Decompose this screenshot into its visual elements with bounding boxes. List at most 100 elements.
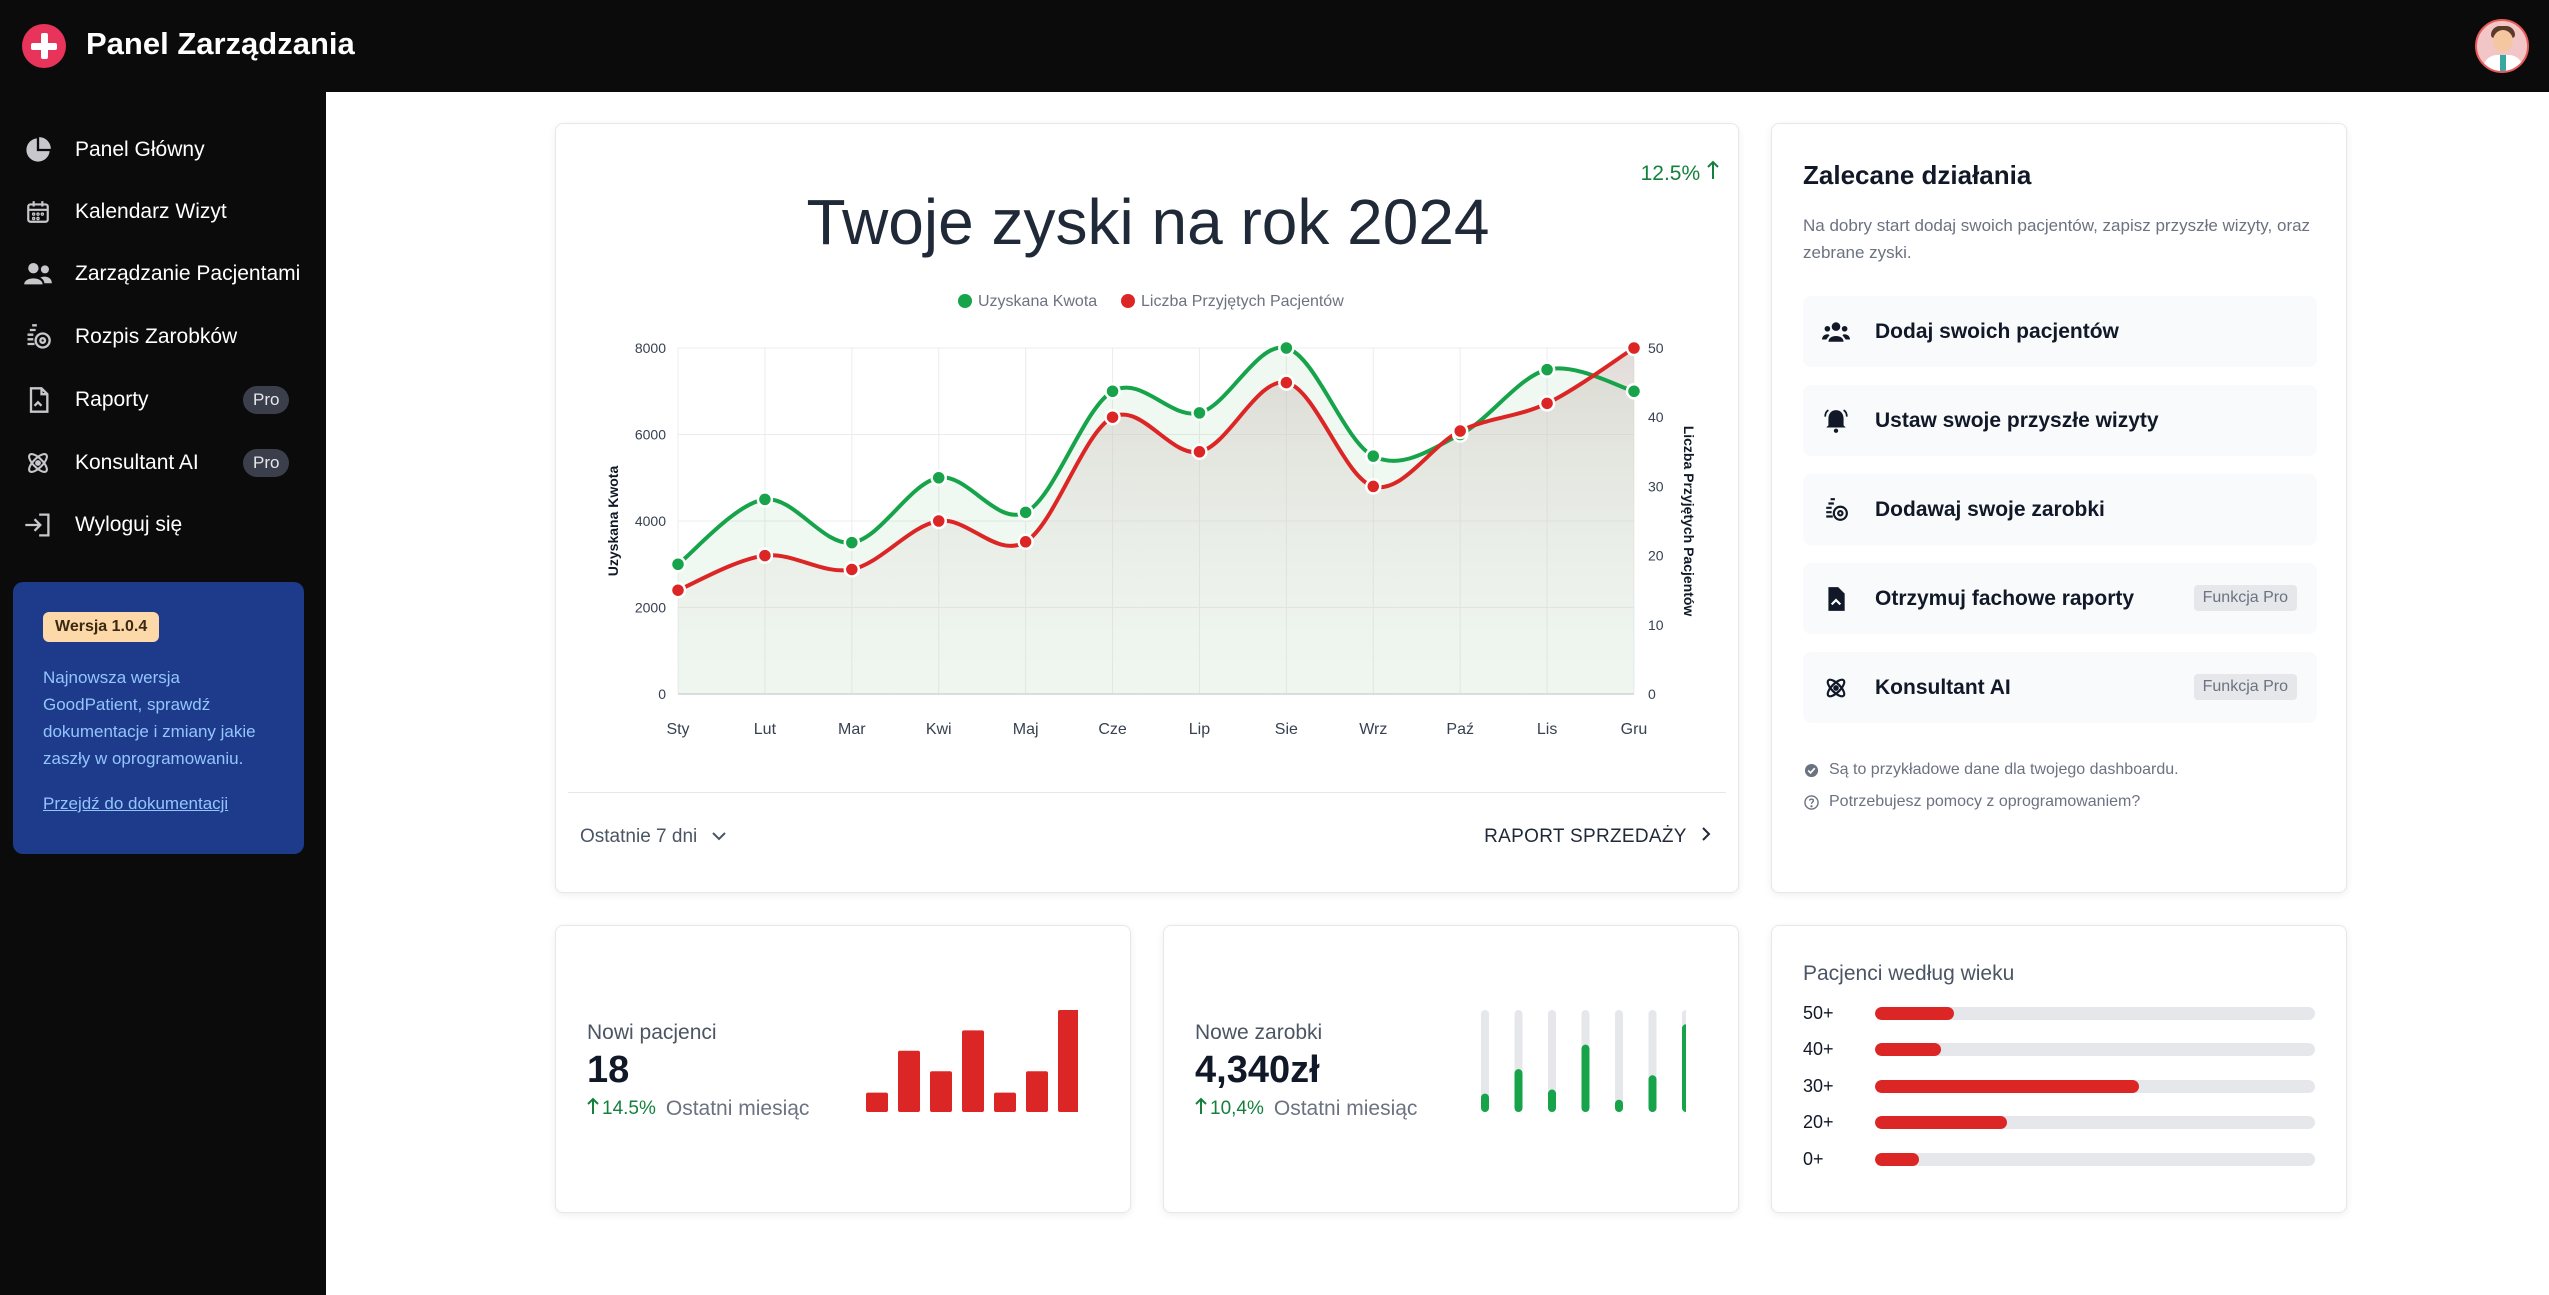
period-dropdown[interactable]: Ostatnie 7 dni xyxy=(580,826,727,848)
action-ai-consultant[interactable]: Konsultant AI Funkcja Pro xyxy=(1803,652,2317,723)
age-row: 30+ xyxy=(1803,1076,2317,1096)
mini-bar xyxy=(1682,1024,1686,1112)
actions-title: Zalecane działania xyxy=(1803,160,2032,190)
sidebar-item-label: Raporty xyxy=(75,388,149,411)
data-point xyxy=(1278,374,1295,391)
arrow-up-icon xyxy=(1706,160,1720,185)
stat-change: 10,4% Ostatni miesiąc xyxy=(1195,1097,1417,1121)
sidebar-item-konsultant-ai[interactable]: Konsultant AI Pro xyxy=(0,437,326,489)
period-dropdown-label: Ostatnie 7 dni xyxy=(580,826,698,847)
stat-period: Ostatni miesiąc xyxy=(665,1097,810,1120)
mini-bar xyxy=(1481,1093,1489,1112)
sidebar-item-kalendarz[interactable]: Kalendarz Wizyt xyxy=(0,186,326,238)
sidebar-item-label: Konsultant AI xyxy=(75,451,199,474)
stat-value: 18 xyxy=(587,1049,630,1091)
mini-bar xyxy=(1026,1071,1048,1112)
new-earnings-card: Nowe zarobki 4,340zł 10,4% Ostatni miesi… xyxy=(1163,925,1739,1213)
help-text: Potrzebujesz pomocy z oprogramowaniem? xyxy=(1829,793,2141,810)
avatar[interactable] xyxy=(2475,19,2529,73)
age-label: 20+ xyxy=(1803,1112,1834,1132)
stat-label: Nowe zarobki xyxy=(1195,1021,1323,1044)
sales-report-label: RAPORT SPRZEDAŻY xyxy=(1484,826,1687,847)
sidebar-item-pacjenci[interactable]: Zarządzanie Pacjentami xyxy=(0,248,326,300)
data-point xyxy=(1365,478,1382,495)
sidebar-item-panel-glowny[interactable]: Panel Główny xyxy=(0,124,326,176)
mini-bar-track xyxy=(1615,1010,1623,1112)
mini-bar-track xyxy=(1548,1010,1556,1112)
action-label: Ustaw swoje przyszłe wizyty xyxy=(1875,409,2159,432)
age-label: 30+ xyxy=(1803,1076,1834,1096)
coins-icon xyxy=(22,321,54,353)
action-set-visits[interactable]: Ustaw swoje przyszłe wizyty xyxy=(1803,385,2317,456)
new-patients-bar-chart xyxy=(866,1010,1078,1112)
arrow-up-icon xyxy=(1195,1097,1210,1121)
x-tick-label: Maj xyxy=(1013,721,1039,738)
data-point xyxy=(1538,361,1556,378)
data-point xyxy=(1104,408,1121,426)
help-note[interactable]: Potrzebujesz pomocy z oprogramowaniem? xyxy=(1803,793,2140,811)
x-tick-label: Sie xyxy=(1275,721,1298,738)
data-point xyxy=(1451,422,1469,440)
data-point xyxy=(1017,533,1034,551)
stat-change: 14.5% Ostatni miesiąc xyxy=(587,1097,809,1121)
y2-tick-label: 40 xyxy=(1648,409,1664,425)
mini-bar xyxy=(898,1050,920,1112)
age-bar-fill xyxy=(1875,1080,2139,1093)
y-tick-label: 4000 xyxy=(635,513,666,529)
check-circle-icon xyxy=(1803,762,1819,778)
new-patients-card: Nowi pacjenci 18 14.5% Ostatni miesiąc xyxy=(555,925,1131,1213)
bell-icon xyxy=(1821,406,1851,436)
age-row: 40+ xyxy=(1803,1039,2317,1059)
action-expert-reports[interactable]: Otrzymuj fachowe raporty Funkcja Pro xyxy=(1803,563,2317,634)
sidebar-item-zarobki[interactable]: Rozpis Zarobków xyxy=(0,311,326,363)
data-point xyxy=(1538,395,1556,412)
action-label: Dodawaj swoje zarobki xyxy=(1875,498,2105,521)
sidebar-item-wyloguj[interactable]: Wyloguj się xyxy=(0,499,326,551)
pro-badge: Pro xyxy=(243,449,290,477)
version-badge: Wersja 1.0.4 xyxy=(43,612,160,642)
pro-feature-badge: Funkcja Pro xyxy=(2193,585,2297,611)
sidebar-item-raporty[interactable]: Raporty Pro xyxy=(0,374,326,426)
action-label: Dodaj swoich pacjentów xyxy=(1875,320,2119,343)
sample-data-note: Są to przykładowe dane dla twojego dashb… xyxy=(1803,761,2179,779)
age-row: 0+ xyxy=(1803,1149,2317,1169)
y-tick-label: 8000 xyxy=(635,340,666,356)
mini-bar xyxy=(1058,1010,1078,1112)
profit-change-value: 12.5% xyxy=(1640,162,1701,185)
mini-bar xyxy=(1581,1044,1590,1112)
profit-chart-card: 12.5% Twoje zyski na rok 2024 Uzyskana Kw… xyxy=(555,123,1739,893)
sample-data-text: Są to przykładowe dane dla twojego dashb… xyxy=(1829,761,2179,778)
chevron-right-icon xyxy=(1692,826,1712,847)
data-point xyxy=(1365,447,1382,465)
age-track xyxy=(1875,1043,2315,1056)
logout-icon xyxy=(22,509,54,541)
stat-change-value: 14.5% xyxy=(602,1098,656,1119)
sidebar-item-label: Rozpis Zarobków xyxy=(75,325,238,348)
data-point xyxy=(756,547,774,564)
age-track xyxy=(1875,1080,2315,1093)
mini-bar xyxy=(1548,1089,1556,1112)
action-add-earnings[interactable]: Dodawaj swoje zarobki xyxy=(1803,474,2317,545)
stat-label: Nowi pacjenci xyxy=(587,1021,717,1044)
data-point xyxy=(1017,504,1034,521)
documentation-link[interactable]: Przejdź do dokumentacji xyxy=(43,794,229,813)
coins-icon xyxy=(1821,495,1851,525)
stat-period: Ostatni miesiąc xyxy=(1273,1097,1418,1120)
help-circle-icon xyxy=(1803,794,1819,810)
data-point xyxy=(930,512,947,530)
y2-tick-label: 20 xyxy=(1648,548,1664,564)
age-title: Pacjenci według wieku xyxy=(1803,962,2015,985)
mini-bar xyxy=(866,1092,888,1112)
recommended-actions-card: Zalecane działania Na dobry start dodaj … xyxy=(1771,123,2347,893)
age-label: 50+ xyxy=(1803,1003,1834,1023)
legend-marker xyxy=(958,294,972,308)
age-label: 0+ xyxy=(1803,1149,1824,1169)
top-bar: Panel Zarządzania xyxy=(0,0,2549,92)
y-tick-label: 0 xyxy=(658,686,666,702)
mini-bar-track xyxy=(1481,1010,1489,1112)
action-add-patients[interactable]: Dodaj swoich pacjentów xyxy=(1803,296,2317,367)
data-point xyxy=(1104,383,1121,400)
age-bar-fill xyxy=(1875,1007,1955,1020)
profit-line-chart: Twoje zyski na rok 2024 Uzyskana Kwota Lic… xyxy=(605,186,1697,738)
sales-report-link[interactable]: RAPORT SPRZEDAŻY xyxy=(1484,826,1712,848)
